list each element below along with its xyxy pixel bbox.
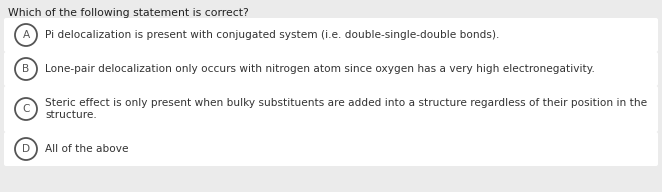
Text: Pi delocalization is present with conjugated system (i.e. double-single-double b: Pi delocalization is present with conjug… <box>45 30 499 40</box>
FancyBboxPatch shape <box>4 52 658 86</box>
FancyBboxPatch shape <box>4 86 658 132</box>
FancyBboxPatch shape <box>4 132 658 166</box>
Text: C: C <box>23 104 30 114</box>
Ellipse shape <box>15 138 37 160</box>
Text: Lone-pair delocalization only occurs with nitrogen atom since oxygen has a very : Lone-pair delocalization only occurs wit… <box>45 64 595 74</box>
Text: A: A <box>23 30 30 40</box>
Text: structure.: structure. <box>45 111 97 121</box>
Text: Which of the following statement is correct?: Which of the following statement is corr… <box>8 8 249 18</box>
FancyBboxPatch shape <box>4 18 658 52</box>
Text: B: B <box>23 64 30 74</box>
Ellipse shape <box>15 24 37 46</box>
Text: All of the above: All of the above <box>45 144 128 154</box>
Text: Steric effect is only present when bulky substituents are added into a structure: Steric effect is only present when bulky… <box>45 98 647 108</box>
Ellipse shape <box>15 58 37 80</box>
Ellipse shape <box>15 98 37 120</box>
Text: D: D <box>22 144 30 154</box>
